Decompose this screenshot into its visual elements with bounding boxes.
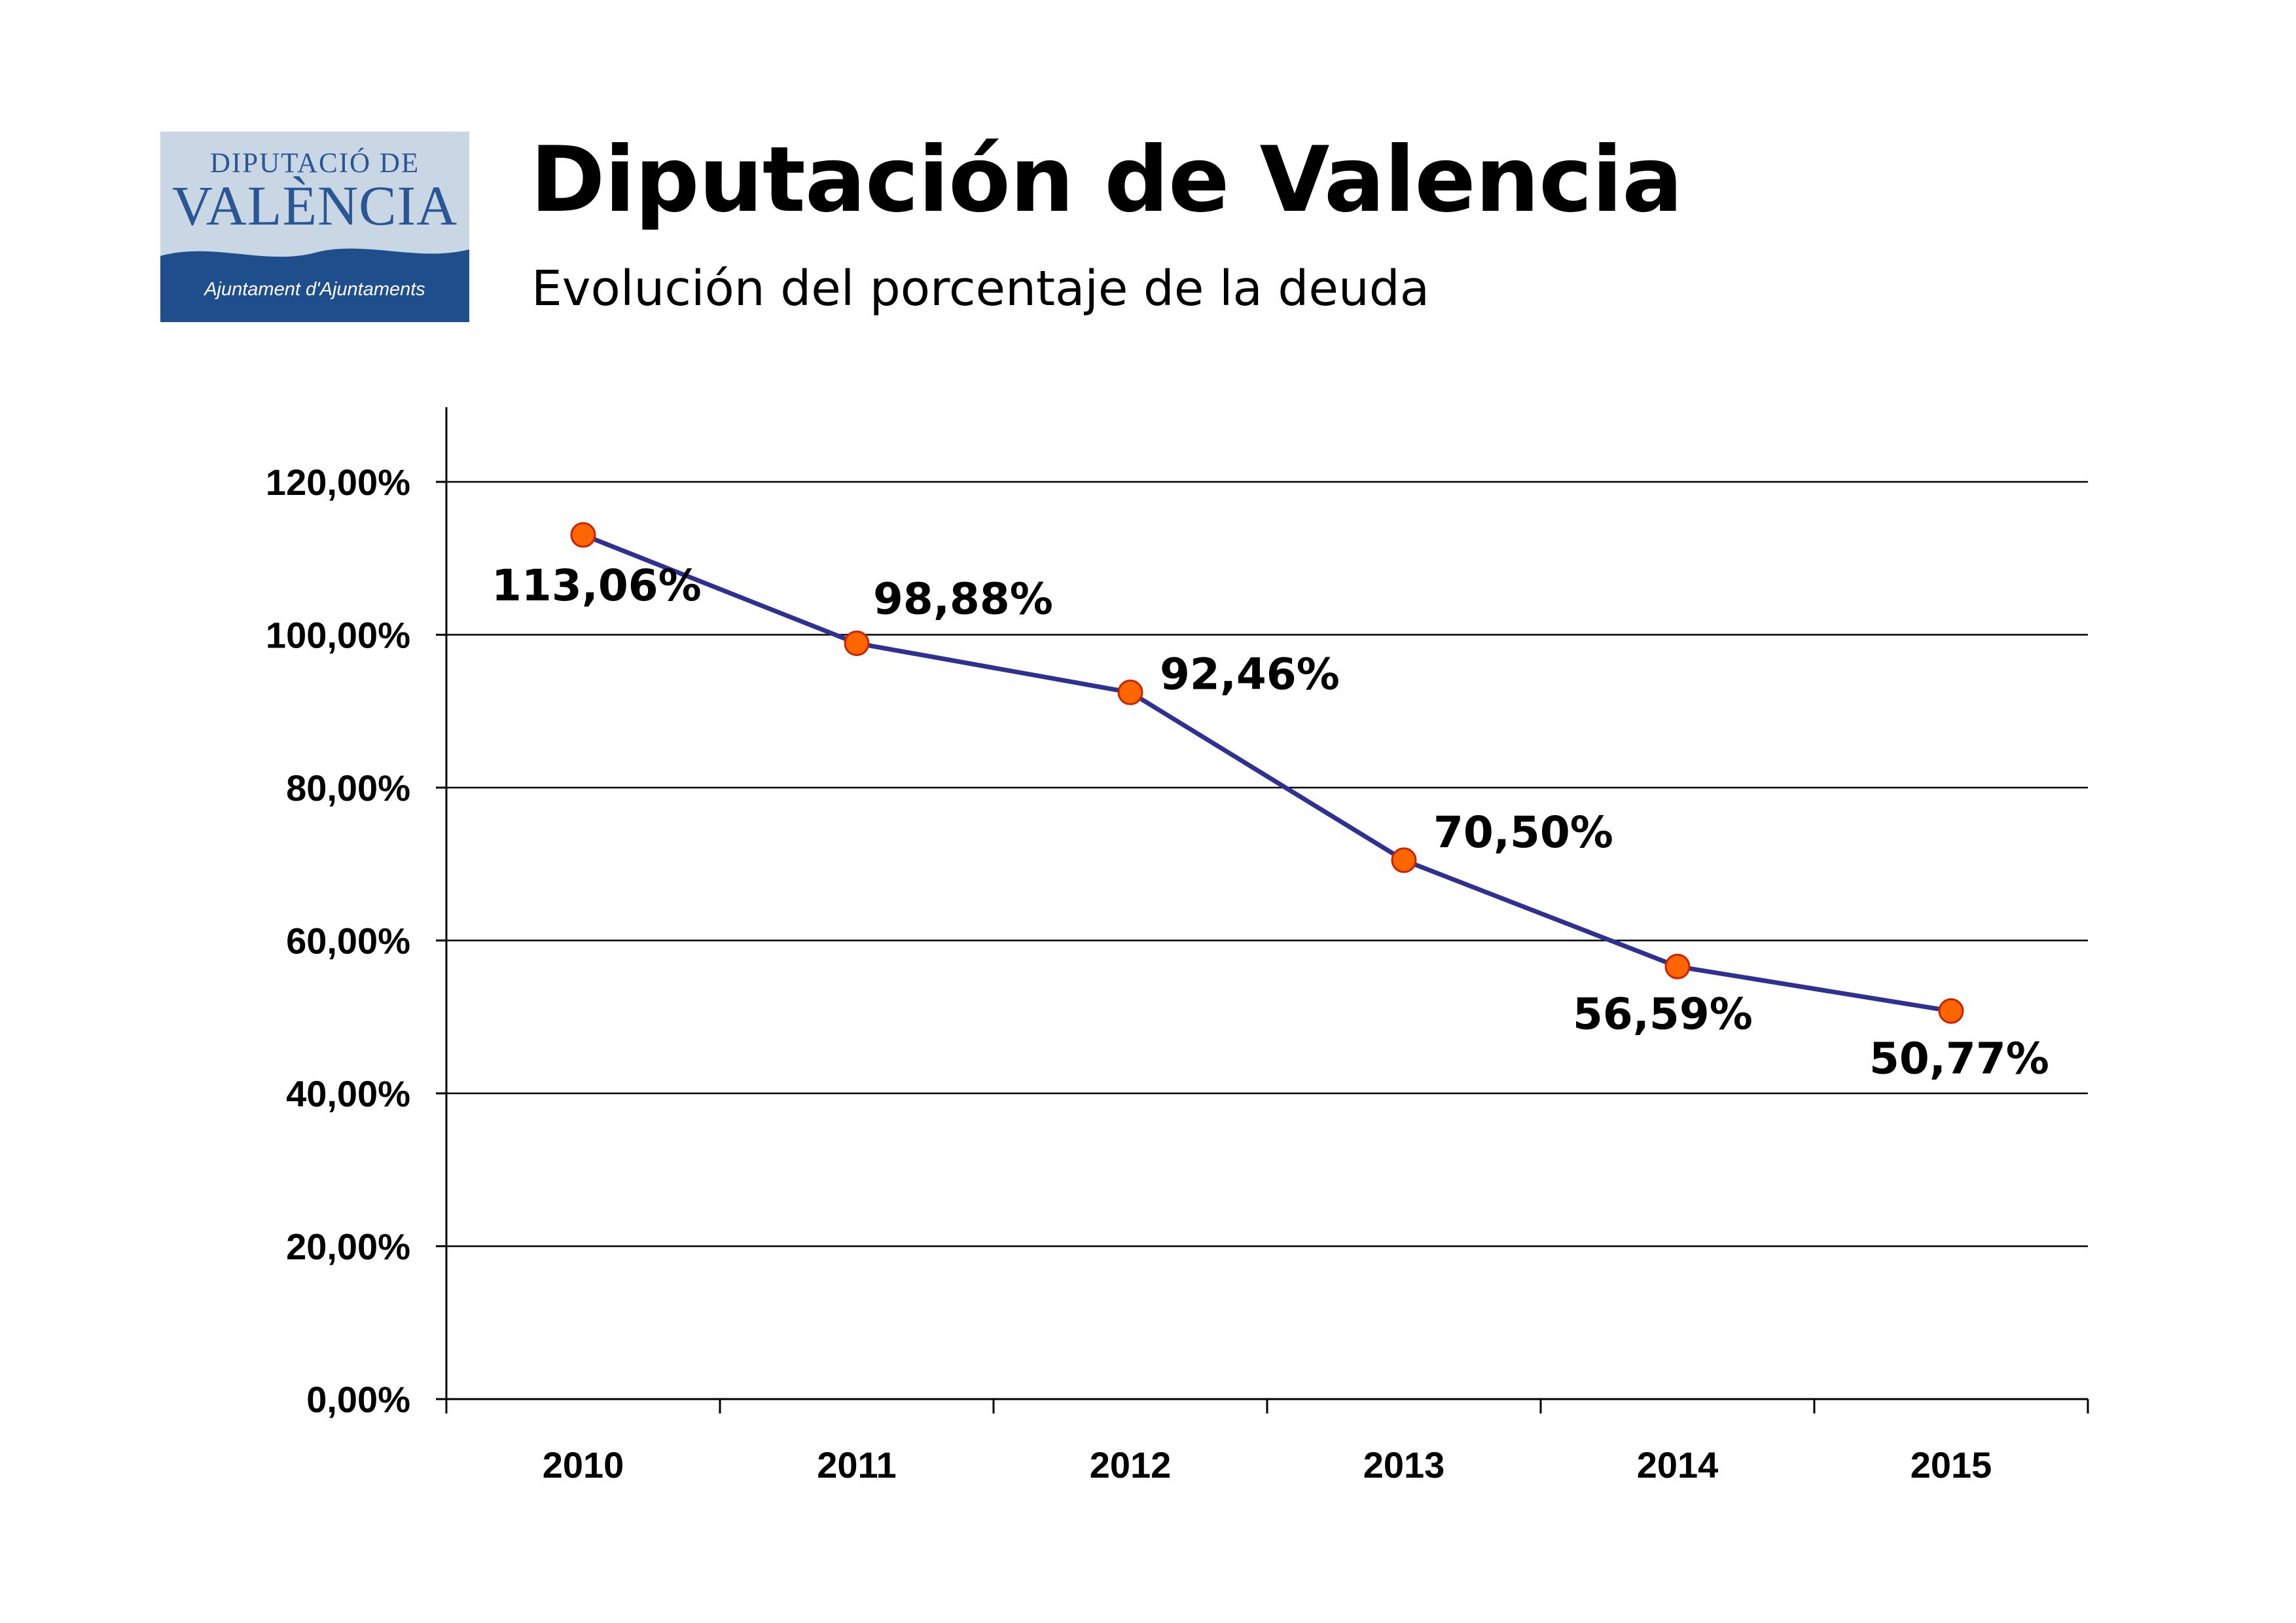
data-label: 113,06% [492,560,702,611]
data-point [570,522,596,548]
data-label: 92,46% [1160,649,1340,700]
data-point [844,630,870,657]
data-point [1117,680,1143,706]
diputacio-valencia-logo: DIPUTACIÓ DE VALÈNCIA Ajuntament d'Ajunt… [160,132,469,322]
y-tick-label: 40,00% [286,1073,410,1114]
data-label: 70,50% [1433,807,1613,858]
x-tick-label: 2010 [543,1444,624,1486]
page-title: Diputación de Valencia [530,127,1683,232]
data-point [1664,953,1691,979]
data-label: 56,59% [1573,989,1753,1039]
logo-wave [160,248,469,322]
series-line [582,532,1952,1013]
x-tick-label: 2012 [1090,1444,1172,1486]
y-tick-label: 20,00% [286,1226,410,1267]
logo-line2: VALÈNCIA [172,174,457,237]
x-tick-label: 2014 [1637,1444,1719,1486]
page-subtitle: Evolución del porcentaje de la deuda [531,261,1430,317]
logo-tagline: Ajuntament d'Ajuntaments [203,279,425,300]
x-tick-label: 2011 [817,1444,897,1486]
data-label: 98,88% [873,574,1053,625]
x-tick-label: 2013 [1363,1444,1445,1486]
x-tick-label: 2015 [1910,1444,1992,1486]
y-tick-label: 120,00% [266,462,410,503]
data-label: 50,77% [1869,1033,2049,1084]
y-tick-label: 80,00% [286,767,410,809]
y-tick-label: 0,00% [306,1379,410,1420]
logo-line1: DIPUTACIÓ DE [210,148,420,179]
y-tick-label: 60,00% [286,921,410,962]
data-point [1938,998,1964,1024]
data-point [1391,847,1417,873]
y-tick-label: 100,00% [266,615,410,656]
